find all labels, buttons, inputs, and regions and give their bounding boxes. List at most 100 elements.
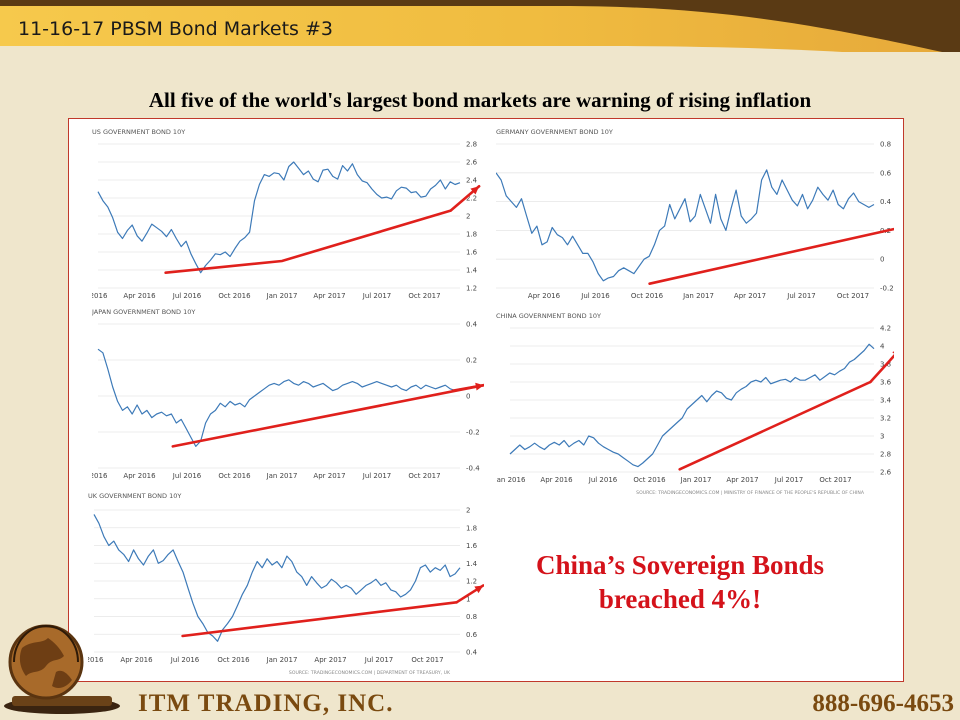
- y-tick-label: 2.8: [466, 141, 477, 149]
- footer-phone: 888-696-4653: [812, 690, 954, 717]
- x-tick-label: Oct 2017: [837, 292, 869, 300]
- chart-title: GERMANY GOVERNMENT BOND 10Y: [496, 128, 613, 136]
- chart-source: SOURCE: TRADINGECONOMICS.COM | DEPARTMEN…: [289, 670, 451, 676]
- x-tick-label: Jul 2016: [580, 292, 610, 300]
- trend-line: [648, 227, 894, 285]
- x-tick-label: Oct 2017: [819, 476, 851, 484]
- trend-arrow-head: [474, 585, 484, 594]
- x-tick-label: Oct 2016: [633, 476, 666, 484]
- y-tick-label: 2.6: [466, 159, 478, 167]
- y-tick-label: 0: [880, 256, 884, 264]
- y-tick-label: 2.2: [466, 195, 477, 203]
- x-tick-label: Oct 2016: [631, 292, 664, 300]
- trend-arrow-head: [475, 382, 484, 391]
- x-tick-label: Jan 2017: [266, 292, 298, 300]
- x-tick-label: Jul 2017: [364, 656, 394, 664]
- x-tick-label: Apr 2017: [726, 476, 758, 484]
- globe-logo-icon: [4, 624, 120, 714]
- x-tick-label: Jan 2017: [266, 472, 298, 480]
- x-tick-label: Oct 2017: [411, 656, 443, 664]
- trend-arrow-shaft: [869, 354, 894, 384]
- x-tick-label: Oct 2017: [408, 292, 440, 300]
- x-tick-label: Jul 2017: [774, 476, 804, 484]
- x-tick-label: Jul 2016: [588, 476, 618, 484]
- chart-title: UK GOVERNMENT BOND 10Y: [88, 492, 181, 500]
- y-tick-label: 4.2: [880, 325, 891, 333]
- y-tick-label: 4: [880, 343, 885, 351]
- x-tick-label: Apr 2016: [528, 292, 561, 300]
- x-tick-label: Jan 2016: [92, 472, 108, 480]
- y-tick-label: 0.4: [466, 321, 478, 329]
- y-tick-label: 2.8: [880, 451, 891, 459]
- chart-svg: GERMANY GOVERNMENT BOND 10Y0.80.60.40.20…: [496, 128, 894, 300]
- x-tick-label: Apr 2017: [314, 656, 346, 664]
- x-tick-label: Jan 2017: [682, 292, 714, 300]
- series-line: [97, 348, 461, 447]
- y-tick-label: 2: [466, 507, 470, 515]
- series-line: [509, 343, 875, 468]
- x-tick-label: Oct 2017: [408, 472, 440, 480]
- china-bond-chart: CHINA GOVERNMENT BOND 10Y4.243.83.63.43.…: [496, 310, 894, 500]
- y-tick-label: 3.6: [880, 379, 892, 387]
- y-tick-label: 3.2: [880, 415, 891, 423]
- trend-line: [164, 209, 452, 274]
- y-tick-label: 1.4: [466, 560, 478, 568]
- callout-line-1: China’s Sovereign Bonds: [535, 550, 825, 580]
- x-tick-label: Apr 2016: [540, 476, 573, 484]
- header-band: [0, 0, 960, 62]
- x-tick-label: Apr 2017: [313, 292, 345, 300]
- chart-svg: US GOVERNMENT BOND 10Y 2.8 2.6 2.4 2.2 2 1.8 1.…: [92, 128, 481, 300]
- x-tick-label: Jan 2016: [92, 292, 108, 300]
- uk-bond-chart: UK GOVERNMENT BOND 10Y 2 1.8 1.6 1.4 1.2 1 0.8 0…: [88, 490, 484, 682]
- trend-line: [181, 601, 458, 638]
- x-tick-label: Jan 2016: [496, 476, 526, 484]
- x-tick-label: Jan 2016: [88, 656, 104, 664]
- y-tick-label: 1.6: [466, 542, 478, 550]
- x-tick-label: Oct 2016: [217, 656, 250, 664]
- chart-title: US GOVERNMENT BOND 10Y: [92, 128, 185, 136]
- japan-bond-chart: JAPAN GOVERNMENT BOND 10Y 0.4 0.2 0 -0.2 -0.4…: [92, 306, 484, 486]
- slide-title: 11-16-17 PBSM Bond Markets #3: [18, 18, 333, 40]
- x-tick-label: Jan 2017: [266, 656, 298, 664]
- y-tick-label: 0.8: [466, 613, 477, 621]
- headline: All five of the world's largest bond mar…: [148, 88, 812, 112]
- y-tick-label: -0.4: [466, 465, 480, 473]
- y-tick-label: 0.4: [880, 198, 892, 206]
- y-tick-label: 3: [880, 433, 884, 441]
- x-tick-label: Oct 2016: [218, 472, 251, 480]
- us-bond-chart: US GOVERNMENT BOND 10Y 2.8 2.6 2.4 2.2 2 1.8 1.…: [92, 126, 484, 302]
- chart-svg: CHINA GOVERNMENT BOND 10Y4.243.83.63.43.…: [496, 312, 894, 496]
- y-tick-label: 1.8: [466, 231, 477, 239]
- x-tick-label: Jul 2017: [362, 292, 392, 300]
- y-tick-label: -0.2: [880, 285, 894, 293]
- y-tick-label: 1: [466, 595, 470, 603]
- y-tick-label: -0.2: [466, 429, 480, 437]
- series-line: [496, 169, 875, 282]
- y-tick-label: 2.6: [880, 469, 892, 477]
- x-tick-label: Jul 2017: [362, 472, 392, 480]
- germany-bond-chart: GERMANY GOVERNMENT BOND 10Y 0.8 0.6 0.4 0.2 0…: [496, 126, 894, 302]
- x-tick-label: Apr 2016: [123, 472, 156, 480]
- x-tick-label: Jul 2016: [172, 292, 202, 300]
- y-tick-label: 0: [466, 393, 470, 401]
- chart-svg: UK GOVERNMENT BOND 10Y 2 1.8 1.6 1.4 1.2 1 0.8 0…: [88, 492, 484, 676]
- x-tick-label: Apr 2016: [123, 292, 156, 300]
- y-tick-label: 0.4: [466, 649, 478, 657]
- callout: China’s Sovereign Bonds breached 4%!: [470, 548, 890, 616]
- x-tick-label: Jul 2016: [172, 472, 202, 480]
- footer-company: ITM TRADING, INC.: [138, 690, 394, 717]
- trend-line: [171, 383, 484, 448]
- trend-arrow-head: [892, 351, 894, 354]
- y-tick-label: 0.8: [880, 141, 891, 149]
- series-line: [93, 514, 461, 642]
- y-tick-label: 3.4: [880, 397, 892, 405]
- y-tick-label: 0.6: [880, 169, 892, 177]
- trend-line: [678, 380, 872, 471]
- y-tick-label: 2.4: [466, 177, 478, 185]
- y-tick-label: 0.6: [466, 631, 478, 639]
- y-tick-label: 2: [466, 213, 470, 221]
- y-tick-label: 1.4: [466, 267, 478, 275]
- x-tick-label: Apr 2017: [734, 292, 766, 300]
- y-tick-label: 1.8: [466, 524, 477, 532]
